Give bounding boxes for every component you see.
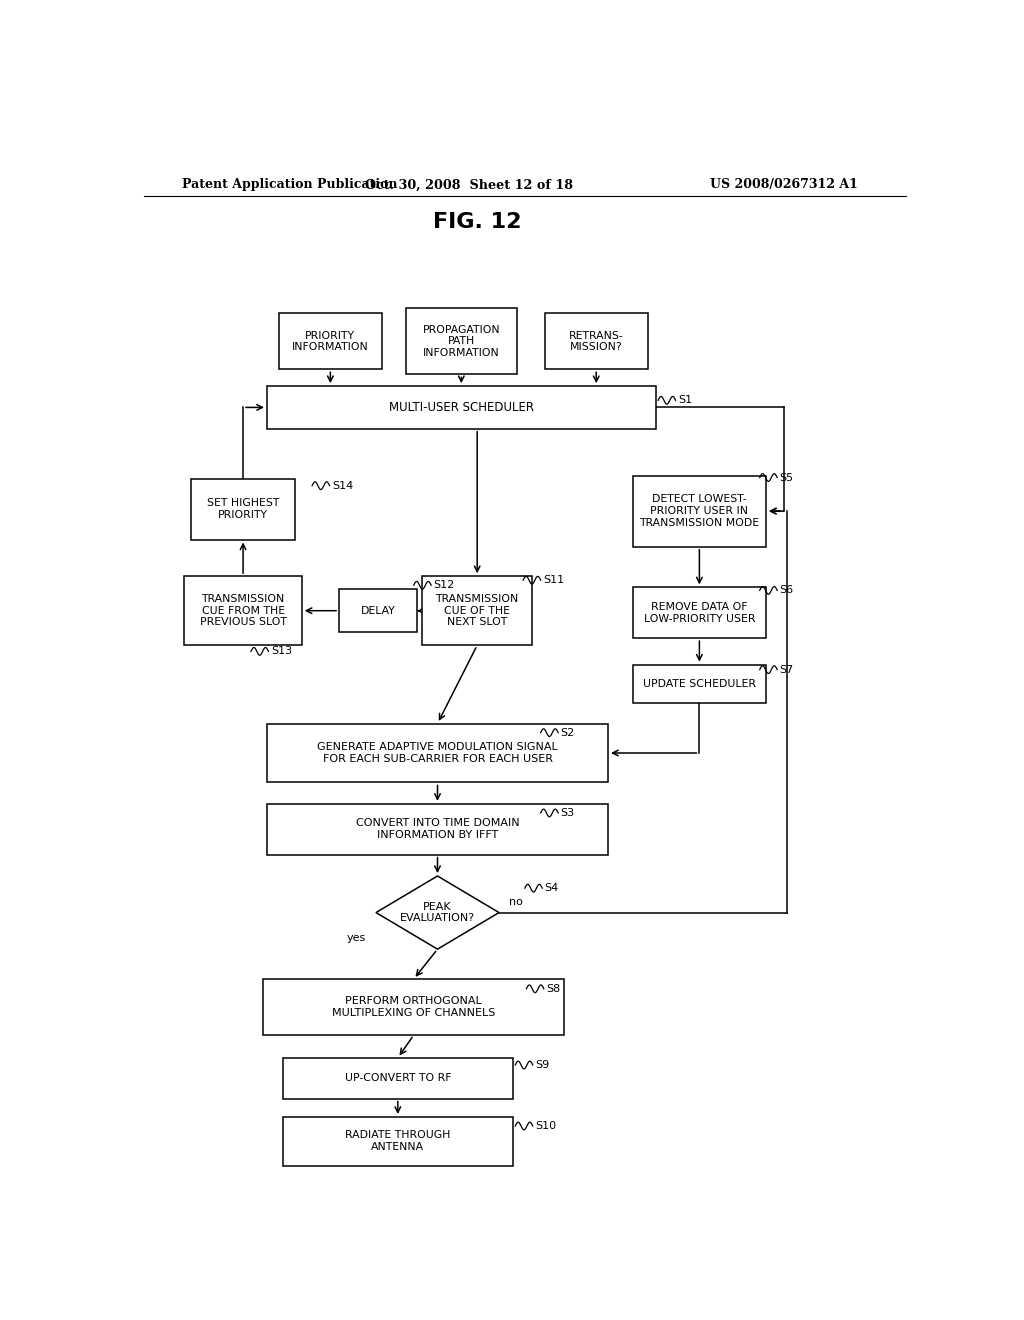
FancyBboxPatch shape bbox=[263, 979, 564, 1035]
Text: US 2008/0267312 A1: US 2008/0267312 A1 bbox=[711, 178, 858, 191]
Text: MULTI-USER SCHEDULER: MULTI-USER SCHEDULER bbox=[389, 401, 534, 414]
Text: Oct. 30, 2008  Sheet 12 of 18: Oct. 30, 2008 Sheet 12 of 18 bbox=[366, 178, 573, 191]
Text: S14: S14 bbox=[332, 480, 353, 491]
Text: TRANSMISSION
CUE OF THE
NEXT SLOT: TRANSMISSION CUE OF THE NEXT SLOT bbox=[435, 594, 519, 627]
Text: S6: S6 bbox=[779, 585, 794, 595]
FancyBboxPatch shape bbox=[633, 475, 766, 546]
Text: S11: S11 bbox=[543, 576, 564, 585]
Text: Patent Application Publication: Patent Application Publication bbox=[182, 178, 397, 191]
Text: yes: yes bbox=[346, 933, 366, 942]
Text: S2: S2 bbox=[560, 727, 574, 738]
FancyBboxPatch shape bbox=[545, 313, 648, 370]
Text: UPDATE SCHEDULER: UPDATE SCHEDULER bbox=[643, 678, 756, 689]
FancyBboxPatch shape bbox=[267, 723, 608, 783]
Text: S3: S3 bbox=[560, 808, 574, 818]
Text: UP-CONVERT TO RF: UP-CONVERT TO RF bbox=[344, 1073, 452, 1084]
Text: S13: S13 bbox=[270, 647, 292, 656]
FancyBboxPatch shape bbox=[191, 479, 295, 540]
Text: S9: S9 bbox=[536, 1060, 549, 1071]
Text: TRANSMISSION
CUE FROM THE
PREVIOUS SLOT: TRANSMISSION CUE FROM THE PREVIOUS SLOT bbox=[200, 594, 287, 627]
Text: PROPAGATION
PATH
INFORMATION: PROPAGATION PATH INFORMATION bbox=[423, 325, 500, 358]
Text: REMOVE DATA OF
LOW-PRIORITY USER: REMOVE DATA OF LOW-PRIORITY USER bbox=[644, 602, 755, 623]
FancyBboxPatch shape bbox=[279, 313, 382, 370]
Text: DETECT LOWEST-
PRIORITY USER IN
TRANSMISSION MODE: DETECT LOWEST- PRIORITY USER IN TRANSMIS… bbox=[639, 495, 760, 528]
Text: S8: S8 bbox=[546, 983, 560, 994]
Text: S7: S7 bbox=[779, 665, 794, 675]
Text: RADIATE THROUGH
ANTENNA: RADIATE THROUGH ANTENNA bbox=[345, 1130, 451, 1152]
Text: CONVERT INTO TIME DOMAIN
INFORMATION BY IFFT: CONVERT INTO TIME DOMAIN INFORMATION BY … bbox=[355, 818, 519, 840]
FancyBboxPatch shape bbox=[423, 576, 531, 645]
Text: S12: S12 bbox=[433, 581, 455, 590]
Text: DELAY: DELAY bbox=[360, 606, 395, 615]
FancyBboxPatch shape bbox=[184, 576, 302, 645]
Text: RETRANS-
MISSION?: RETRANS- MISSION? bbox=[569, 330, 624, 352]
Text: S4: S4 bbox=[545, 883, 559, 894]
Polygon shape bbox=[376, 876, 499, 949]
Text: SET HIGHEST
PRIORITY: SET HIGHEST PRIORITY bbox=[207, 498, 280, 520]
FancyBboxPatch shape bbox=[633, 587, 766, 638]
FancyBboxPatch shape bbox=[633, 664, 766, 704]
FancyBboxPatch shape bbox=[406, 309, 517, 375]
Text: S10: S10 bbox=[536, 1121, 556, 1131]
Text: no: no bbox=[509, 898, 522, 907]
FancyBboxPatch shape bbox=[283, 1057, 513, 1098]
FancyBboxPatch shape bbox=[339, 589, 417, 632]
FancyBboxPatch shape bbox=[267, 804, 608, 854]
FancyBboxPatch shape bbox=[283, 1117, 513, 1166]
Text: S5: S5 bbox=[779, 473, 794, 483]
FancyBboxPatch shape bbox=[267, 385, 655, 429]
Text: PEAK
EVALUATION?: PEAK EVALUATION? bbox=[400, 902, 475, 924]
Text: S1: S1 bbox=[678, 395, 692, 405]
Text: GENERATE ADAPTIVE MODULATION SIGNAL
FOR EACH SUB-CARRIER FOR EACH USER: GENERATE ADAPTIVE MODULATION SIGNAL FOR … bbox=[317, 742, 558, 764]
Text: FIG. 12: FIG. 12 bbox=[433, 213, 521, 232]
Text: PRIORITY
INFORMATION: PRIORITY INFORMATION bbox=[292, 330, 369, 352]
Text: PERFORM ORTHOGONAL
MULTIPLEXING OF CHANNELS: PERFORM ORTHOGONAL MULTIPLEXING OF CHANN… bbox=[332, 997, 496, 1018]
